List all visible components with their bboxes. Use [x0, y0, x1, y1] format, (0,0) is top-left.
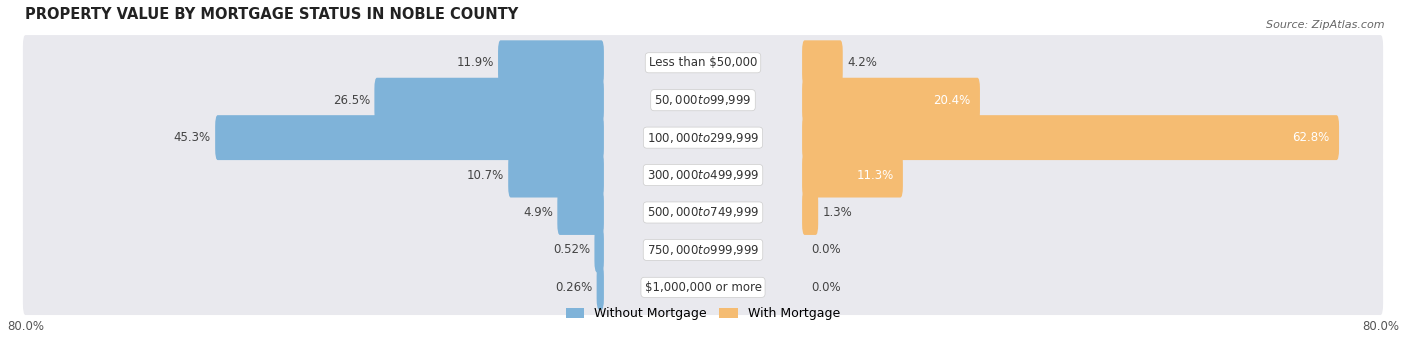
Text: PROPERTY VALUE BY MORTGAGE STATUS IN NOBLE COUNTY: PROPERTY VALUE BY MORTGAGE STATUS IN NOB… — [25, 7, 519, 22]
FancyBboxPatch shape — [801, 115, 1339, 160]
FancyBboxPatch shape — [596, 265, 605, 310]
FancyBboxPatch shape — [22, 260, 1384, 315]
FancyBboxPatch shape — [22, 110, 1384, 165]
FancyBboxPatch shape — [374, 78, 605, 123]
Text: 26.5%: 26.5% — [333, 94, 370, 107]
Text: 11.3%: 11.3% — [856, 169, 894, 182]
FancyBboxPatch shape — [22, 147, 1384, 203]
Text: 45.3%: 45.3% — [174, 131, 211, 144]
Text: $100,000 to $299,999: $100,000 to $299,999 — [647, 131, 759, 144]
FancyBboxPatch shape — [801, 153, 903, 198]
FancyBboxPatch shape — [801, 78, 980, 123]
Text: $50,000 to $99,999: $50,000 to $99,999 — [654, 93, 752, 107]
FancyBboxPatch shape — [22, 185, 1384, 240]
FancyBboxPatch shape — [215, 115, 605, 160]
Legend: Without Mortgage, With Mortgage: Without Mortgage, With Mortgage — [561, 302, 845, 325]
Text: 1.3%: 1.3% — [823, 206, 852, 219]
Text: 4.9%: 4.9% — [523, 206, 553, 219]
Text: 62.8%: 62.8% — [1292, 131, 1330, 144]
FancyBboxPatch shape — [557, 190, 605, 235]
Text: Less than $50,000: Less than $50,000 — [648, 56, 758, 69]
FancyBboxPatch shape — [22, 72, 1384, 128]
Text: 0.0%: 0.0% — [811, 281, 841, 294]
Text: $300,000 to $499,999: $300,000 to $499,999 — [647, 168, 759, 182]
Text: 0.26%: 0.26% — [555, 281, 592, 294]
FancyBboxPatch shape — [801, 190, 818, 235]
Text: 11.9%: 11.9% — [457, 56, 494, 69]
FancyBboxPatch shape — [498, 40, 605, 85]
FancyBboxPatch shape — [508, 153, 605, 198]
Text: 20.4%: 20.4% — [934, 94, 970, 107]
Text: 4.2%: 4.2% — [846, 56, 877, 69]
FancyBboxPatch shape — [22, 35, 1384, 90]
FancyBboxPatch shape — [22, 222, 1384, 277]
Text: 0.0%: 0.0% — [811, 243, 841, 256]
Text: 0.52%: 0.52% — [553, 243, 591, 256]
FancyBboxPatch shape — [595, 227, 605, 272]
Text: $500,000 to $749,999: $500,000 to $749,999 — [647, 205, 759, 220]
Text: Source: ZipAtlas.com: Source: ZipAtlas.com — [1267, 20, 1385, 30]
Text: $750,000 to $999,999: $750,000 to $999,999 — [647, 243, 759, 257]
Text: 10.7%: 10.7% — [467, 169, 503, 182]
Text: $1,000,000 or more: $1,000,000 or more — [644, 281, 762, 294]
FancyBboxPatch shape — [801, 40, 842, 85]
